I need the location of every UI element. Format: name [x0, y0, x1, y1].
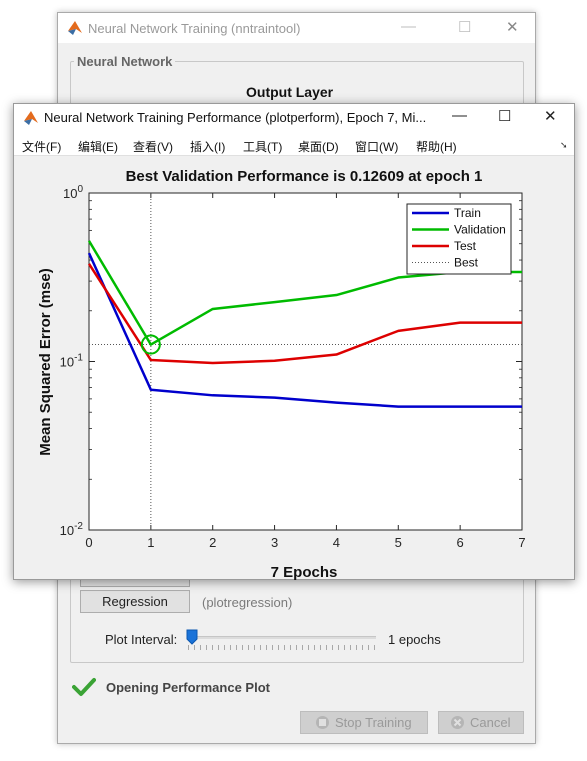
stop-icon [316, 716, 329, 729]
plot-interval-slider[interactable] [186, 629, 376, 650]
maximize-icon[interactable]: ☐ [458, 19, 472, 36]
neural-network-group-label: Neural Network [74, 54, 176, 69]
performance-chart: Best Validation Performance is 0.12609 a… [37, 168, 526, 580]
check-icon [72, 678, 96, 696]
series-line-test [87, 263, 522, 365]
menu-window[interactable]: 窗口(W) [355, 140, 399, 154]
dock-arrow-icon[interactable]: ➘ [560, 140, 568, 150]
nntraintool-title-bar: Neural Network Training (nntraintool) — … [58, 13, 535, 43]
plotperform-title-bar: Neural Network Training Performance (plo… [14, 104, 574, 132]
x-tick-label: 2 [209, 535, 216, 550]
menu-tools[interactable]: 工具(T) [243, 140, 283, 154]
slider-thumb[interactable] [186, 629, 198, 645]
menu-file[interactable]: 文件(F) [22, 140, 62, 154]
y-tick-label: 10-1 [60, 353, 84, 370]
x-tick-label: 7 [518, 535, 525, 550]
menu-bar: 文件(F) 编辑(E) 查看(V) 插入(I) 工具(T) 桌面(D) 窗口(W… [14, 132, 574, 156]
minimize-icon[interactable]: — [401, 18, 416, 35]
maximize-icon[interactable]: ☐ [498, 108, 512, 125]
chart-title: Best Validation Performance is 0.12609 a… [126, 168, 483, 185]
y-tick-label: 100 [63, 184, 83, 201]
menu-insert[interactable]: 插入(I) [190, 140, 226, 154]
close-icon[interactable]: ✕ [544, 108, 557, 125]
y-tick-label: 10-2 [60, 521, 84, 538]
x-tick-label: 6 [457, 535, 464, 550]
plotperform-title: Neural Network Training Performance (plo… [44, 110, 427, 125]
x-axis-label: 7 Epochs [271, 564, 338, 580]
stop-training-button[interactable]: Stop Training [300, 711, 428, 734]
regression-button[interactable]: Regression [80, 590, 190, 613]
cancel-icon [451, 716, 464, 729]
output-layer-label: Output Layer [246, 84, 334, 100]
best-point-marker [140, 334, 161, 355]
x-tick-label: 4 [333, 535, 340, 550]
x-tick-label: 0 [85, 535, 92, 550]
matlab-logo-icon [68, 21, 82, 35]
menu-view[interactable]: 查看(V) [133, 140, 173, 154]
plotperform-window: Neural Network Training Performance (plo… [13, 103, 575, 580]
series-line-train [87, 252, 522, 408]
x-tick-label: 1 [147, 535, 154, 550]
menu-desktop[interactable]: 桌面(D) [298, 140, 339, 154]
legend-label: Best [454, 256, 479, 270]
regression-fn-label: (plotregression) [202, 595, 293, 610]
x-tick-label: 3 [271, 535, 278, 550]
legend-label: Test [454, 239, 477, 253]
x-tick-label: 5 [395, 535, 402, 550]
legend-label: Train [454, 206, 481, 220]
status-text: Opening Performance Plot [106, 680, 270, 695]
legend-label: Validation [454, 223, 506, 237]
plot-interval-value: 1 epochs [388, 632, 441, 647]
cancel-button[interactable]: Cancel [438, 711, 524, 734]
y-axis-label: Mean Squared Error (mse) [37, 268, 54, 456]
nntraintool-title: Neural Network Training (nntraintool) [88, 21, 301, 36]
plot-interval-label: Plot Interval: [105, 632, 178, 647]
matlab-logo-icon [24, 111, 38, 125]
stop-training-label: Stop Training [335, 715, 412, 730]
cancel-label: Cancel [470, 715, 511, 730]
close-icon[interactable]: ✕ [506, 19, 519, 36]
menu-edit[interactable]: 编辑(E) [78, 140, 118, 154]
minimize-icon[interactable]: — [452, 107, 467, 124]
menu-help[interactable]: 帮助(H) [416, 140, 457, 154]
